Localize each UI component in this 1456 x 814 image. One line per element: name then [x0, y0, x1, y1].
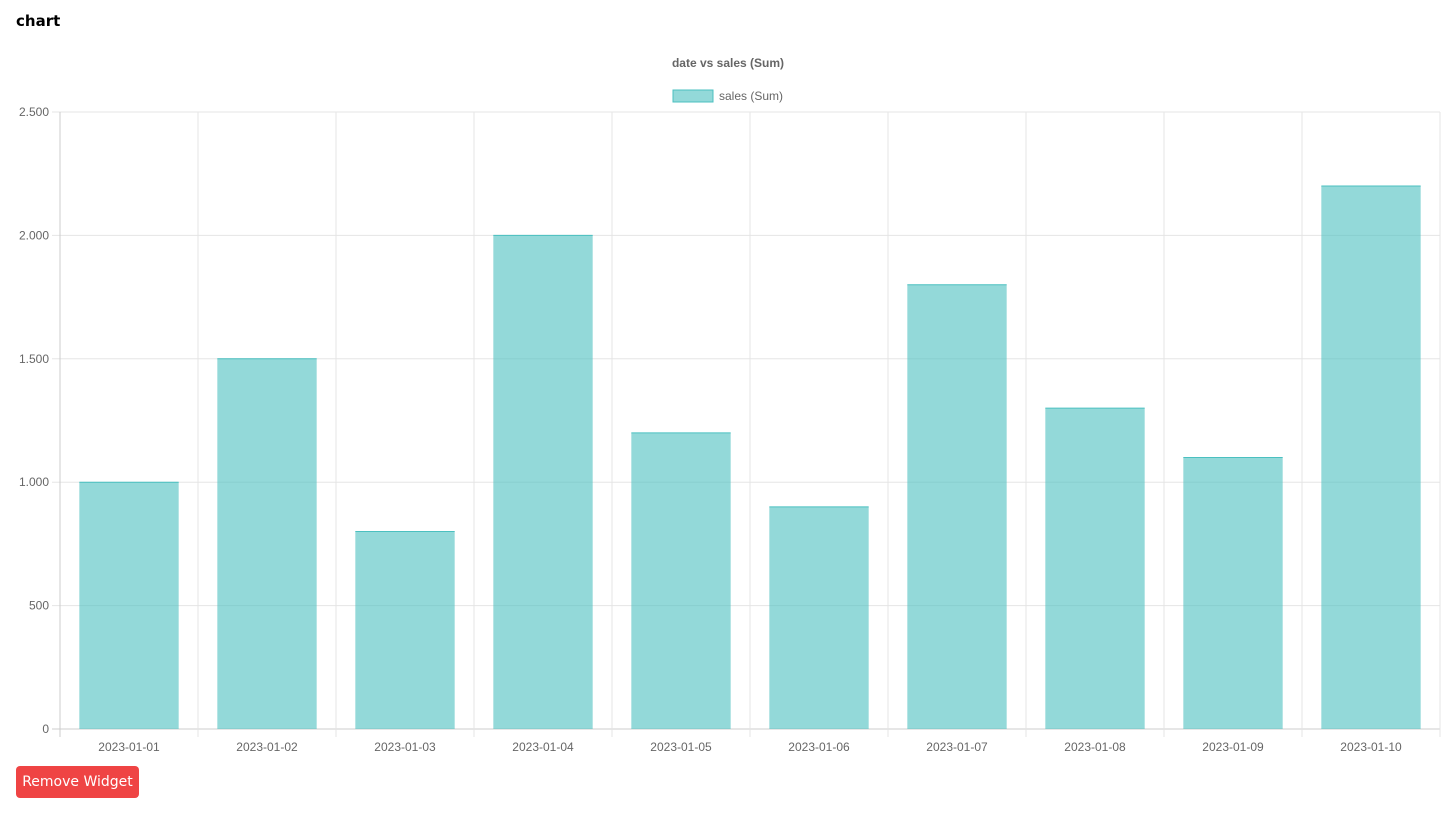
bar [769, 506, 869, 729]
bar-chart: date vs sales (Sum) sales (Sum) 0 500 1.000 1… [19, 56, 1441, 754]
x-tick-label: 2023-01-09 [1202, 740, 1264, 754]
x-tick-label: 2023-01-07 [926, 740, 988, 754]
x-tick-label: 2023-01-04 [512, 740, 574, 754]
y-tick-label: 2.000 [19, 228, 49, 242]
y-tick-label: 1.000 [19, 475, 49, 489]
widget-title: chart [16, 12, 61, 30]
y-tick-label: 0 [42, 722, 49, 736]
bar [1321, 186, 1421, 730]
x-tick-label: 2023-01-01 [98, 740, 160, 754]
bar [355, 531, 455, 729]
x-tick-label: 2023-01-06 [788, 740, 850, 754]
bar [631, 432, 731, 729]
x-tick-label: 2023-01-10 [1340, 740, 1402, 754]
x-tick-label: 2023-01-08 [1064, 740, 1126, 754]
y-tick-label: 2.500 [19, 105, 49, 119]
y-tick-label: 1.500 [19, 352, 49, 366]
x-tick-label: 2023-01-03 [374, 740, 436, 754]
chart-title: date vs sales (Sum) [672, 56, 784, 70]
y-tick-label: 500 [29, 599, 49, 613]
x-tick-label: 2023-01-02 [236, 740, 298, 754]
bar [1045, 408, 1145, 729]
bar [1183, 457, 1283, 729]
legend-swatch [672, 89, 714, 103]
bar [493, 235, 593, 729]
x-tick-label: 2023-01-05 [650, 740, 712, 754]
bar [79, 482, 179, 729]
remove-widget-button[interactable]: Remove Widget [16, 766, 139, 798]
legend-label: sales (Sum) [719, 89, 783, 103]
bar [217, 358, 317, 729]
bar [907, 284, 1007, 729]
